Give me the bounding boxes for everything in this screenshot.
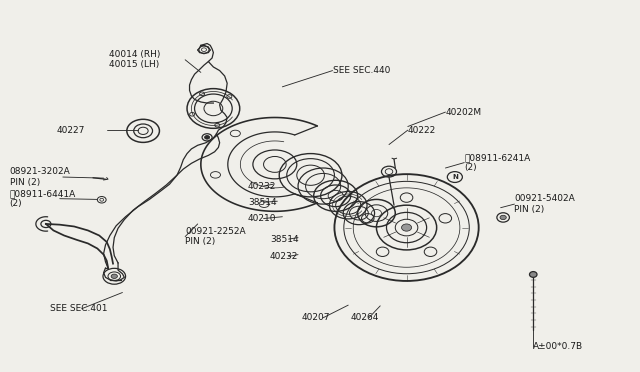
Ellipse shape (529, 272, 537, 278)
Text: 00921-5402A
PIN (2): 00921-5402A PIN (2) (515, 195, 575, 214)
Text: 38514: 38514 (248, 198, 276, 207)
Text: 40014 (RH)
40015 (LH): 40014 (RH) 40015 (LH) (109, 50, 160, 70)
Text: SEE SEC.440: SEE SEC.440 (333, 66, 390, 75)
Text: Ⓝ08911-6241A
(2): Ⓝ08911-6241A (2) (464, 153, 531, 172)
Ellipse shape (111, 274, 117, 278)
Text: SEE SEC.401: SEE SEC.401 (51, 304, 108, 313)
Text: 40264: 40264 (350, 313, 378, 322)
Text: 40222: 40222 (408, 126, 436, 135)
Ellipse shape (401, 224, 412, 231)
Text: Ⓝ08911-6441A
(2): Ⓝ08911-6441A (2) (10, 189, 76, 208)
Text: 38514: 38514 (270, 235, 298, 244)
Text: 40210: 40210 (248, 214, 276, 223)
Text: 40232: 40232 (270, 252, 298, 261)
Text: 40232: 40232 (248, 182, 276, 190)
Text: 08921-3202A
PIN (2): 08921-3202A PIN (2) (10, 167, 70, 187)
Text: A±00*0.7B: A±00*0.7B (533, 342, 584, 351)
Text: 40202M: 40202M (445, 108, 481, 116)
Text: 40227: 40227 (56, 126, 85, 135)
Ellipse shape (205, 135, 210, 139)
Ellipse shape (500, 215, 506, 219)
Text: 40207: 40207 (301, 313, 330, 322)
Text: 00921-2252A
PIN (2): 00921-2252A PIN (2) (185, 227, 246, 246)
Text: N: N (452, 174, 458, 180)
